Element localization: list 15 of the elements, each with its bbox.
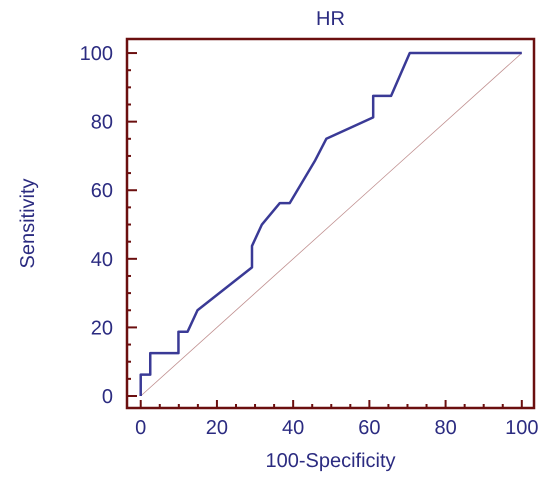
x-axis-title: 100-Specificity bbox=[265, 450, 396, 472]
y-tick-label: 0 bbox=[102, 386, 113, 408]
y-tick-label: 80 bbox=[90, 112, 113, 134]
y-tick-label: 100 bbox=[80, 43, 113, 66]
x-tick-label: 0 bbox=[135, 417, 146, 439]
chart-title: HR bbox=[316, 8, 345, 30]
y-axis-title: Sensitivity bbox=[17, 178, 39, 269]
y-tick-label: 20 bbox=[90, 317, 113, 340]
x-tick-label: 100 bbox=[505, 417, 538, 439]
x-tick-label: 80 bbox=[434, 417, 457, 439]
x-tick-label: 60 bbox=[358, 417, 380, 439]
y-tick-label: 40 bbox=[90, 248, 113, 271]
x-tick-label: 40 bbox=[282, 417, 304, 439]
y-tick-label: 60 bbox=[90, 180, 113, 202]
x-tick-label: 20 bbox=[206, 417, 228, 439]
